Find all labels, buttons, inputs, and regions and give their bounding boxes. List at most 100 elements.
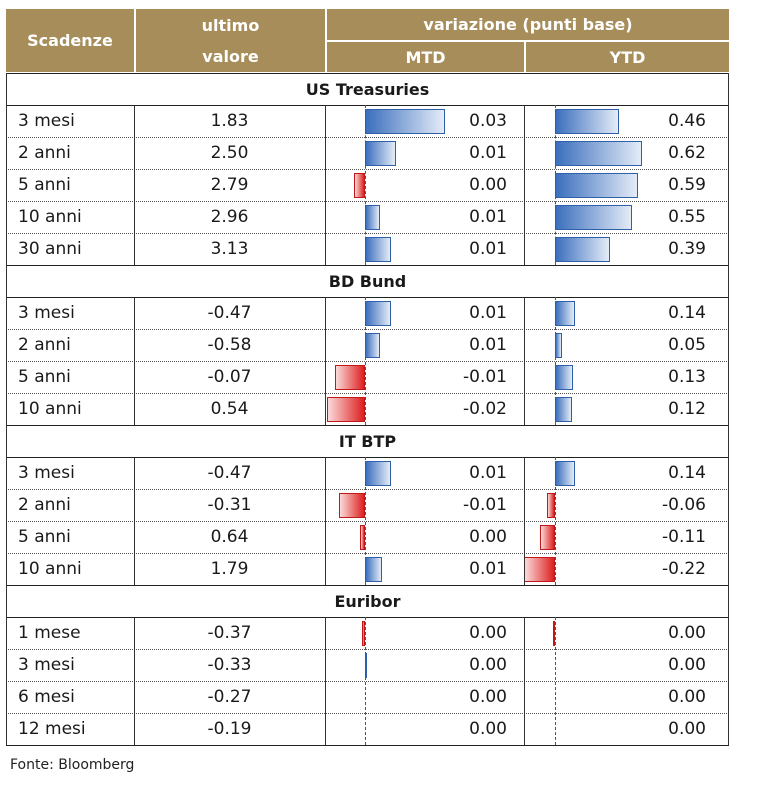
column-divider [524, 105, 525, 265]
section-divider [6, 425, 729, 426]
maturity-cell: 5 anni [18, 367, 71, 387]
column-divider [134, 105, 135, 265]
mtd-bar [335, 365, 365, 390]
maturity-cell: 6 mesi [18, 687, 75, 707]
ytd-cell: 0.55 [668, 207, 706, 227]
column-divider [524, 297, 525, 425]
column-divider [524, 617, 525, 745]
section-divider [6, 265, 729, 266]
column-divider [524, 457, 525, 585]
ytd-cell: 0.39 [668, 239, 706, 259]
ytd-cell: -0.11 [662, 527, 706, 547]
mtd-bar [365, 301, 391, 326]
row-divider [6, 457, 729, 458]
table-border [728, 585, 729, 617]
row-divider [6, 233, 729, 234]
ytd-cell: 0.14 [668, 303, 706, 323]
mtd-cell: 0.01 [469, 239, 507, 259]
maturity-cell: 12 mesi [18, 719, 86, 739]
table-row: 10 anni 1.79 0.01 -0.22 [6, 553, 729, 585]
column-divider [728, 105, 729, 265]
mtd-bar [354, 173, 365, 198]
row-divider [6, 489, 729, 490]
header-last-value: ultimo valore [136, 9, 325, 72]
mtd-cell: 0.00 [469, 623, 507, 643]
last-value-cell: 0.54 [210, 399, 249, 419]
mtd-cell: 0.01 [469, 143, 507, 163]
section-divider [6, 73, 729, 74]
ytd-cell: 0.46 [668, 111, 706, 131]
mtd-cell: -0.01 [463, 367, 507, 387]
section-title: IT BTP [338, 431, 397, 451]
ytd-cell: 0.00 [668, 719, 706, 739]
table-row: 3 mesi -0.47 0.01 0.14 [6, 457, 729, 489]
last-value-cell: -0.47 [207, 463, 252, 483]
maturity-cell: 2 anni [18, 143, 71, 163]
mtd-cell: 0.00 [469, 527, 507, 547]
mtd-bar [365, 141, 397, 166]
mtd-bar [359, 525, 365, 550]
header-maturity: Scadenze [6, 9, 134, 72]
column-divider [728, 297, 729, 425]
table-border [6, 585, 7, 617]
last-value-cell: 2.96 [210, 207, 249, 227]
bar-axis [555, 617, 556, 745]
section-title: Euribor [334, 591, 401, 611]
header-mtd: MTD [327, 42, 524, 72]
maturity-cell: 3 mesi [18, 303, 75, 323]
mtd-cell: 0.01 [469, 463, 507, 483]
mtd-cell: 0.01 [469, 559, 507, 579]
table-border [6, 265, 7, 297]
last-value-cell: -0.58 [207, 335, 252, 355]
last-value-cell: -0.27 [207, 687, 252, 707]
row-divider [6, 169, 729, 170]
mtd-cell: 0.00 [469, 175, 507, 195]
mtd-cell: 0.03 [469, 111, 507, 131]
table-row: 3 mesi -0.47 0.01 0.14 [6, 297, 729, 329]
row-divider [6, 521, 729, 522]
mtd-cell: -0.01 [463, 495, 507, 515]
maturity-cell: 30 anni [18, 239, 82, 259]
last-value-cell: 2.50 [210, 143, 249, 163]
mtd-bar [327, 397, 365, 422]
table-row: 5 anni 0.64 0.00 -0.11 [6, 521, 729, 553]
column-divider [134, 617, 135, 745]
row-divider [6, 617, 729, 618]
ytd-cell: 0.05 [668, 335, 706, 355]
table-border [6, 425, 7, 457]
last-value-cell: 1.79 [210, 559, 249, 579]
row-divider [6, 553, 729, 554]
column-divider [134, 457, 135, 585]
row-divider [6, 201, 729, 202]
row-divider [6, 329, 729, 330]
last-value-cell: 0.64 [210, 527, 249, 547]
column-divider [6, 297, 7, 425]
last-value-cell: -0.33 [207, 655, 252, 675]
mtd-cell: 0.00 [469, 687, 507, 707]
mtd-cell: 0.00 [469, 719, 507, 739]
section-title: BD Bund [328, 271, 407, 291]
maturity-cell: 2 anni [18, 335, 71, 355]
bar-axis [555, 457, 556, 585]
mtd-cell: 0.01 [469, 303, 507, 323]
row-divider [6, 105, 729, 106]
ytd-bar [546, 493, 555, 518]
maturity-cell: 5 anni [18, 175, 71, 195]
table-bottom-border [6, 745, 729, 746]
row-divider [6, 137, 729, 138]
ytd-bar [555, 109, 620, 134]
table-row: 12 mesi -0.19 0.00 0.00 [6, 713, 729, 745]
ytd-bar [555, 237, 610, 262]
last-value-cell: 1.83 [210, 111, 249, 131]
maturity-cell: 10 anni [18, 559, 82, 579]
section-divider [6, 585, 729, 586]
table-row: 2 anni 2.50 0.01 0.62 [6, 137, 729, 169]
table-row: 3 mesi -0.33 0.00 0.00 [6, 649, 729, 681]
ytd-bar [524, 557, 555, 582]
mtd-bar [339, 493, 365, 518]
table-row: 1 mese -0.37 0.00 0.00 [6, 617, 729, 649]
header-ytd: YTD [526, 42, 729, 72]
maturity-cell: 1 mese [18, 623, 81, 643]
mtd-bar [362, 621, 365, 646]
ytd-bar [539, 525, 555, 550]
